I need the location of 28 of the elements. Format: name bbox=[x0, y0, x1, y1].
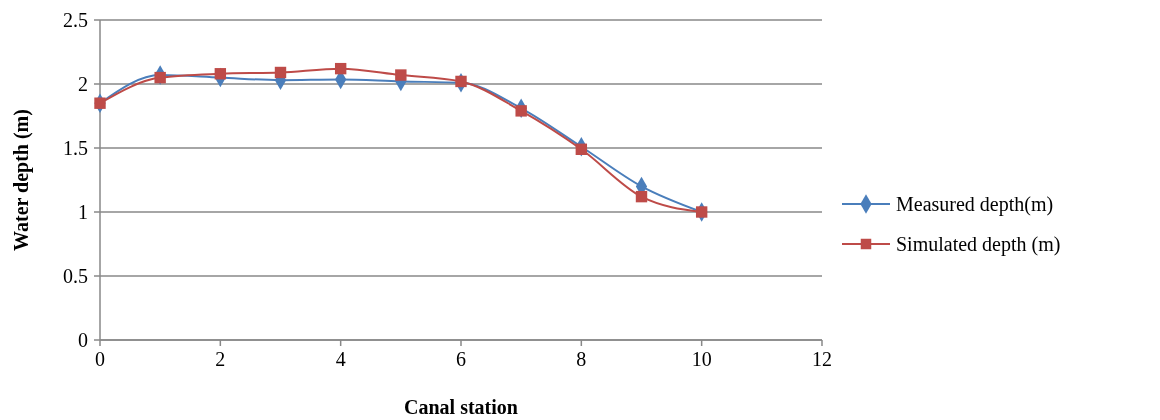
x-tick-label: 2 bbox=[215, 348, 226, 370]
legend-label: Measured depth(m) bbox=[896, 193, 1054, 216]
x-tick-label: 10 bbox=[691, 348, 712, 370]
point bbox=[515, 105, 527, 117]
y-axis-title: Water depth (m) bbox=[10, 109, 33, 251]
y-tick-label: 2.5 bbox=[63, 9, 88, 31]
point bbox=[274, 66, 287, 79]
point bbox=[94, 97, 106, 109]
y-tick-label: 2 bbox=[78, 73, 88, 95]
y-tick-label: 1.5 bbox=[63, 137, 88, 159]
x-tick-label: 6 bbox=[456, 348, 466, 370]
point bbox=[635, 190, 648, 203]
x-tick-label: 12 bbox=[812, 348, 832, 370]
y-tick-label: 0.5 bbox=[63, 265, 88, 287]
x-axis-title: Canal station bbox=[404, 396, 518, 418]
point bbox=[695, 206, 708, 218]
point bbox=[455, 75, 467, 88]
x-tick-label: 0 bbox=[95, 348, 105, 370]
x-tick-label: 4 bbox=[335, 348, 346, 370]
point bbox=[334, 62, 347, 75]
point bbox=[575, 143, 588, 155]
y-tick-label: 0 bbox=[78, 329, 88, 351]
point bbox=[395, 69, 407, 81]
x-tick-label: 8 bbox=[576, 348, 587, 370]
point bbox=[154, 71, 166, 84]
point bbox=[214, 68, 227, 80]
legend-label: Simulated depth (m) bbox=[896, 233, 1061, 256]
y-tick-label: 1 bbox=[78, 201, 88, 223]
